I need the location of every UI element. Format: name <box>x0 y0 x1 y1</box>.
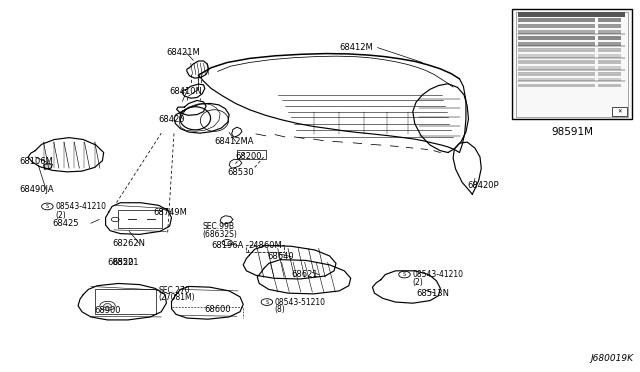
Bar <box>518 36 595 40</box>
Text: 98591M: 98591M <box>551 127 593 137</box>
Text: 08543-51210: 08543-51210 <box>275 298 326 307</box>
Text: 68621: 68621 <box>291 270 318 279</box>
Bar <box>598 42 621 46</box>
Text: (2): (2) <box>412 278 423 287</box>
Bar <box>518 12 625 17</box>
Text: 68900: 68900 <box>95 306 121 315</box>
Text: S: S <box>403 272 406 277</box>
Bar <box>512 9 632 119</box>
Bar <box>598 60 621 64</box>
Text: 68600: 68600 <box>205 305 232 314</box>
Text: 68749M: 68749M <box>154 208 188 217</box>
Bar <box>518 24 595 28</box>
Bar <box>598 78 621 81</box>
Bar <box>518 42 595 46</box>
Bar <box>518 84 595 87</box>
Bar <box>598 72 621 76</box>
Bar <box>598 24 621 28</box>
Text: 68513N: 68513N <box>416 289 449 298</box>
Text: SEC.99B: SEC.99B <box>202 222 234 231</box>
Text: 68425: 68425 <box>52 219 79 228</box>
Text: 68410N: 68410N <box>170 87 202 96</box>
Bar <box>598 30 621 34</box>
Text: (8): (8) <box>275 305 285 314</box>
Text: 68412MA: 68412MA <box>214 137 254 146</box>
Text: 68106M: 68106M <box>19 157 53 166</box>
Text: 08543-41210: 08543-41210 <box>55 202 106 211</box>
Text: 68521: 68521 <box>112 258 138 267</box>
Text: 68421M: 68421M <box>166 48 200 57</box>
Bar <box>518 78 595 81</box>
Bar <box>518 48 595 52</box>
Circle shape <box>44 164 52 169</box>
Text: S: S <box>266 299 268 305</box>
Bar <box>237 150 266 159</box>
Text: 68490JA: 68490JA <box>19 185 54 194</box>
Text: (68632S): (68632S) <box>202 230 237 239</box>
Bar <box>118 210 162 228</box>
Bar <box>246 245 284 252</box>
Text: 68412M: 68412M <box>339 43 373 52</box>
Text: 68196A: 68196A <box>211 241 244 250</box>
Bar <box>612 107 627 116</box>
Bar <box>598 18 621 22</box>
Text: 68200: 68200 <box>236 152 262 161</box>
Bar <box>598 36 621 40</box>
Text: ✕: ✕ <box>617 109 622 114</box>
Bar <box>518 54 595 58</box>
Text: 68262N: 68262N <box>112 239 145 248</box>
Bar <box>598 84 621 87</box>
Bar <box>516 12 628 117</box>
Bar <box>518 66 595 70</box>
Bar <box>518 60 595 64</box>
Bar <box>598 54 621 58</box>
Text: S: S <box>46 204 49 209</box>
Bar <box>518 72 595 76</box>
Text: 24860M: 24860M <box>248 241 282 250</box>
Text: (2): (2) <box>55 211 66 220</box>
Text: SEC.270: SEC.270 <box>159 286 190 295</box>
Bar <box>95 289 156 314</box>
Circle shape <box>104 304 111 308</box>
Text: J680019K: J680019K <box>591 354 634 363</box>
Bar <box>518 18 595 22</box>
Text: 08543-41210: 08543-41210 <box>412 270 463 279</box>
Text: 68530: 68530 <box>227 169 254 177</box>
Text: 68420: 68420 <box>159 115 185 124</box>
Bar <box>598 48 621 52</box>
Text: 68640: 68640 <box>268 252 294 261</box>
Bar <box>518 30 595 34</box>
Text: (27081M): (27081M) <box>159 293 195 302</box>
Text: 68420P: 68420P <box>467 182 499 190</box>
Text: 68520: 68520 <box>108 258 134 267</box>
Bar <box>598 66 621 70</box>
